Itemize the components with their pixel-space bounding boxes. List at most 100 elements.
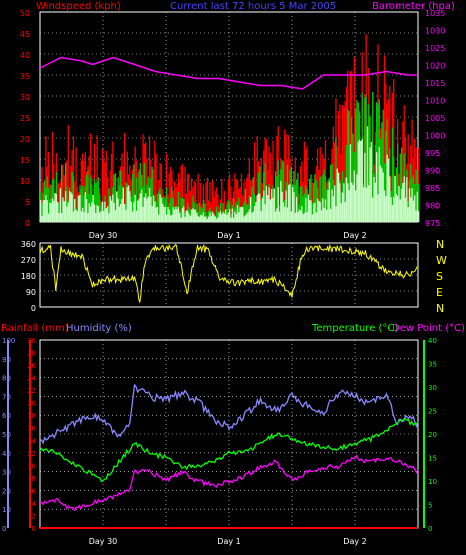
average-bar <box>247 212 249 222</box>
average-bar <box>202 212 205 222</box>
average-bar <box>221 213 223 222</box>
speed-bar <box>133 164 135 222</box>
average-bar <box>340 203 342 222</box>
average-bar <box>330 208 332 222</box>
gust-bar <box>175 187 177 222</box>
average-bar <box>188 213 190 222</box>
average-bar <box>320 210 323 222</box>
speed-bar <box>114 173 117 222</box>
wind-axis-ticks: 0 5 10 15 20 25 30 35 40 45 50 <box>20 9 30 228</box>
speed-bar <box>151 166 153 222</box>
speed-bar <box>232 198 235 222</box>
gust-bar <box>47 151 50 222</box>
average-bar <box>386 154 388 222</box>
average-bar <box>49 202 51 222</box>
average-bar <box>366 126 369 222</box>
average-bar <box>305 197 307 222</box>
average-bar <box>356 174 358 222</box>
speed-bar <box>251 186 253 222</box>
average-bar <box>193 209 195 222</box>
gust-bar <box>215 187 218 222</box>
average-bar <box>297 212 299 222</box>
speed-bar <box>131 174 134 222</box>
gust-bar <box>278 174 281 222</box>
average-bar <box>222 211 224 222</box>
gust-bar <box>334 142 336 222</box>
average-bar <box>152 195 155 222</box>
average-bar <box>129 191 131 222</box>
temp-x-ticks: Day 30 Day 1 Day 2 <box>89 537 367 546</box>
humidity-ylabel: Humidity (%) <box>66 323 132 334</box>
speed-bar <box>397 143 399 222</box>
temp-tick-label: 10 <box>428 478 437 486</box>
speed-bar <box>368 104 370 222</box>
speed-bar <box>335 137 337 222</box>
wind-tick-label: 45 <box>20 30 30 39</box>
speed-bar <box>142 186 144 222</box>
average-bar <box>43 199 46 222</box>
average-bar <box>278 211 281 222</box>
barometer-tick-label: 1010 <box>425 97 445 106</box>
average-bar <box>410 197 412 222</box>
average-bar <box>357 141 359 222</box>
average-bar <box>223 213 226 222</box>
average-bar <box>101 201 103 222</box>
average-bar <box>135 210 138 222</box>
average-bar <box>230 217 232 222</box>
speed-bar <box>135 177 138 222</box>
average-bar <box>84 192 86 222</box>
gust-bar <box>193 180 195 222</box>
average-bar <box>160 197 163 222</box>
compass-label: E <box>436 286 443 299</box>
gust-bar <box>110 153 113 222</box>
gust-bar <box>67 124 69 222</box>
gust-bar <box>205 182 207 222</box>
x-tick-label: Day 1 <box>217 231 240 240</box>
average-bar <box>347 183 349 222</box>
dewpoint-ylabel: Dew Point (°C) <box>392 323 465 334</box>
gust-bar <box>288 135 290 222</box>
speed-bar <box>246 204 248 222</box>
gust-bar <box>184 166 186 222</box>
average-bar <box>394 176 396 222</box>
average-bar <box>112 194 114 222</box>
rain-tick-label: 10 <box>27 462 36 470</box>
x-tick-label: Day 30 <box>89 231 118 240</box>
direction-line <box>39 243 418 303</box>
gust-bar <box>137 172 139 222</box>
gust-bar <box>190 178 193 222</box>
speed-bar <box>41 202 43 222</box>
x-tick-label: Day 2 <box>343 537 366 546</box>
average-bar <box>277 186 279 222</box>
average-bar <box>124 204 126 222</box>
speed-bar <box>215 206 218 222</box>
average-bar <box>390 197 392 222</box>
average-bar <box>263 190 265 222</box>
speed-bar <box>347 109 349 222</box>
humidity-tick-label: 50 <box>2 431 11 439</box>
average-bar <box>273 188 275 222</box>
speed-bar <box>314 174 316 222</box>
average-bar <box>337 172 340 222</box>
average-bar <box>147 196 149 222</box>
gust-bar <box>83 160 85 222</box>
average-bar <box>358 139 361 222</box>
average-bar <box>272 197 274 222</box>
speed-bar <box>204 203 206 222</box>
average-bar <box>257 193 260 222</box>
gust-bar <box>337 111 340 222</box>
wind-tick-label: 35 <box>20 72 30 81</box>
barometer-tick-label: 985 <box>425 184 440 193</box>
average-bar <box>59 188 61 222</box>
gust-bar <box>160 164 163 222</box>
average-bar <box>139 193 142 222</box>
speed-bar <box>264 163 266 222</box>
speed-bar <box>96 181 98 222</box>
average-bar <box>156 207 159 222</box>
humidity-tick-label: 30 <box>2 469 11 477</box>
average-bar <box>127 185 130 222</box>
average-bar <box>292 186 294 222</box>
gust-bar <box>200 183 202 222</box>
average-bar <box>302 214 304 222</box>
average-bar <box>200 214 202 222</box>
